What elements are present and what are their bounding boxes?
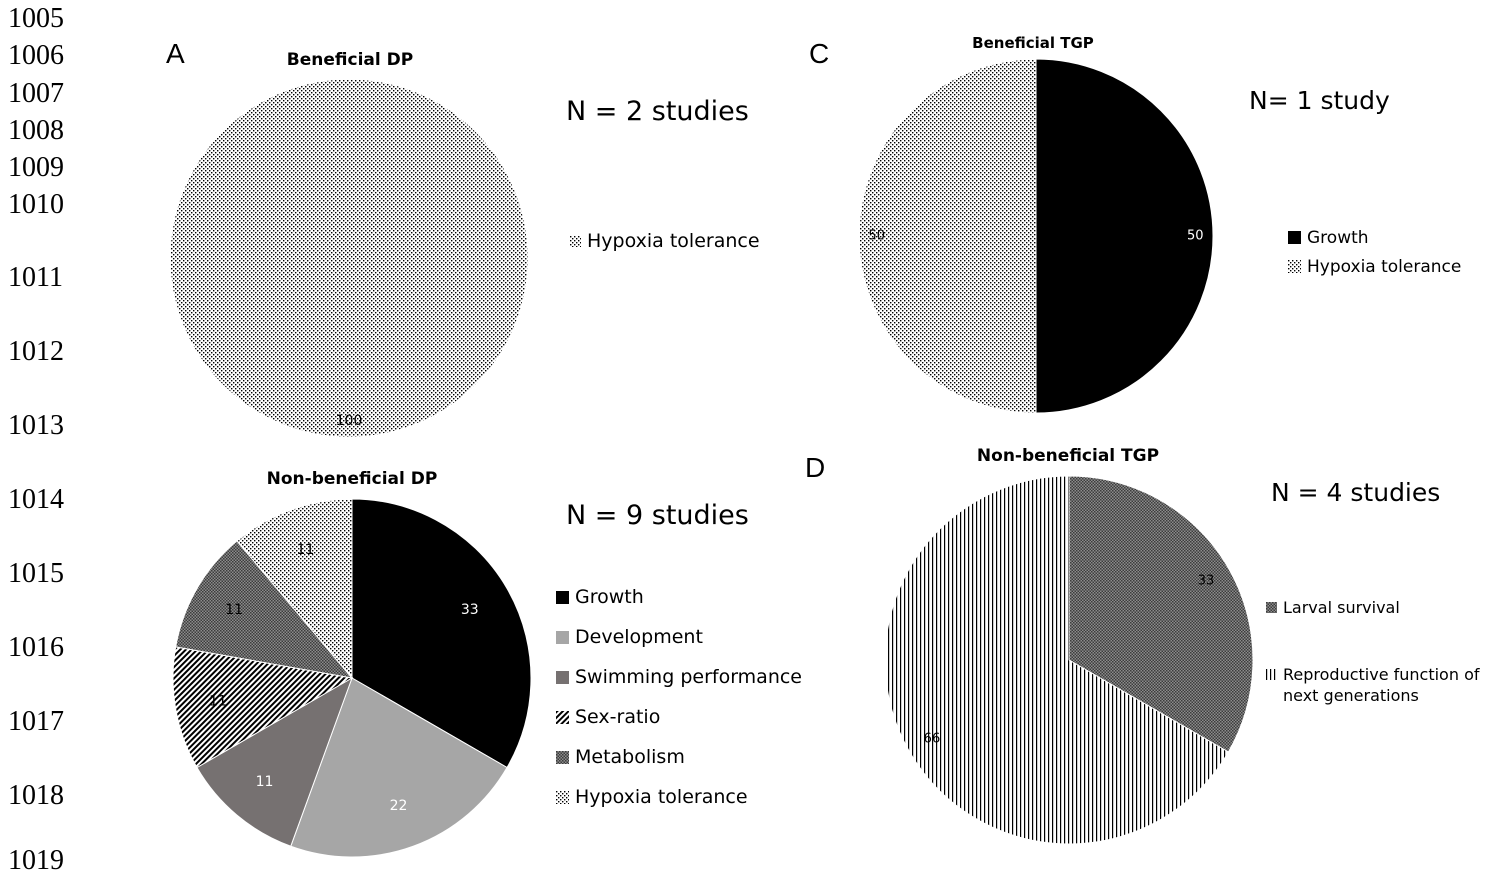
legend-label: Reproductive function of next generation… bbox=[1283, 664, 1480, 705]
data-label-growth: 50 bbox=[1187, 229, 1204, 244]
legend-item-growth: Growth bbox=[1288, 228, 1461, 248]
legend-d: Larval survival Reproductive function of … bbox=[1266, 598, 1493, 752]
chart-title-non-beneficial-tgp: Non-beneficial TGP bbox=[976, 446, 1160, 466]
legend-swatch-sex-ratio bbox=[556, 711, 569, 724]
legend-swatch-hypoxia-tolerance bbox=[1288, 260, 1301, 273]
line-number: 1012 bbox=[8, 336, 64, 367]
legend-swatch-reproductive-function-of-next-generations bbox=[1266, 668, 1277, 680]
pie-slice-swimming-performance bbox=[196, 676, 353, 847]
legend-label: Development bbox=[575, 626, 703, 648]
line-number: 1019 bbox=[8, 845, 64, 876]
line-number: 1013 bbox=[8, 410, 64, 441]
legend-item-sex-ratio: Sex-ratio bbox=[556, 706, 802, 728]
legend-label: Hypoxia tolerance bbox=[575, 786, 748, 808]
n-studies-label-b: N = 9 studies bbox=[566, 500, 749, 531]
pie-chart-beneficial-dp: 100 bbox=[169, 78, 529, 438]
line-number: 1009 bbox=[8, 152, 64, 183]
legend-item-reproductive-function-of-next-generations: Reproductive function of next generation… bbox=[1266, 665, 1493, 707]
chart-title-beneficial-dp: Beneficial DP bbox=[286, 50, 414, 70]
legend-item-hypoxia-tolerance: Hypoxia tolerance bbox=[1288, 257, 1461, 277]
legend-item-metabolism: Metabolism bbox=[556, 746, 802, 768]
data-label-growth: 33 bbox=[461, 602, 479, 618]
legend-label: Metabolism bbox=[575, 746, 685, 768]
line-number: 1016 bbox=[8, 632, 64, 663]
legend-item-development: Development bbox=[556, 626, 802, 648]
pie-slice-hypoxia-tolerance bbox=[858, 58, 1037, 414]
line-number: 1008 bbox=[8, 115, 64, 146]
line-number: 1006 bbox=[8, 40, 64, 71]
legend-label: Larval survival bbox=[1283, 598, 1400, 617]
line-number: 1011 bbox=[8, 262, 63, 293]
legend-swatch-development bbox=[556, 631, 569, 644]
data-label-swimming-performance: 11 bbox=[256, 774, 274, 790]
data-label-sex-ratio: 11 bbox=[209, 694, 227, 710]
legend-item-growth: Growth bbox=[556, 586, 802, 608]
legend-label: Hypoxia tolerance bbox=[587, 230, 760, 252]
legend-swatch-hypoxia-tolerance bbox=[556, 791, 569, 804]
line-number: 1014 bbox=[8, 484, 64, 515]
legend-label: Sex-ratio bbox=[575, 706, 661, 728]
line-number: 1007 bbox=[8, 78, 64, 109]
legend-c: Growth Hypoxia tolerance bbox=[1288, 228, 1461, 286]
pie-slice-hypoxia-tolerance bbox=[169, 78, 529, 438]
panel-letter-a: A bbox=[166, 38, 185, 69]
legend-a: Hypoxia tolerance bbox=[570, 230, 760, 252]
legend-swatch-hypoxia-tolerance bbox=[570, 236, 581, 247]
data-label-hypoxia-tolerance: 50 bbox=[868, 229, 885, 244]
legend-item-hypoxia-tolerance: Hypoxia tolerance bbox=[570, 230, 760, 252]
pie-slice-growth bbox=[351, 498, 532, 769]
line-number: 1010 bbox=[8, 189, 64, 220]
legend-swatch-metabolism bbox=[556, 751, 569, 764]
legend-item-swimming-performance: Swimming performance bbox=[556, 666, 802, 688]
panel-letter-d: D bbox=[805, 452, 826, 483]
data-label-hypoxia-tolerance: 100 bbox=[336, 413, 363, 429]
legend-swatch-growth bbox=[556, 591, 569, 604]
n-studies-label-a: N = 2 studies bbox=[566, 96, 749, 127]
legend-swatch-swimming-performance bbox=[556, 671, 569, 684]
line-number: 1017 bbox=[8, 706, 64, 737]
chart-title-beneficial-tgp: Beneficial TGP bbox=[972, 34, 1094, 52]
data-label-hypoxia-tolerance: 11 bbox=[297, 542, 315, 558]
legend-item-hypoxia-tolerance: Hypoxia tolerance bbox=[556, 786, 802, 808]
line-number: 1015 bbox=[8, 558, 64, 589]
pie-slice-reproductive-function-of-next-generations bbox=[884, 475, 1230, 845]
data-label-development: 22 bbox=[390, 798, 408, 814]
legend-swatch-growth bbox=[1288, 231, 1301, 244]
pie-slice-metabolism bbox=[175, 540, 354, 679]
data-label-larval-survival: 33 bbox=[1198, 573, 1215, 588]
pie-slice-sex-ratio bbox=[172, 646, 354, 769]
data-label-reproductive-function-of-next-generations: 66 bbox=[924, 732, 941, 747]
chart-title-non-beneficial-dp: Non-beneficial DP bbox=[266, 469, 438, 489]
legend-label: Hypoxia tolerance bbox=[1307, 257, 1462, 277]
panel-letter-c: C bbox=[809, 38, 830, 69]
line-number: 1005 bbox=[8, 3, 64, 34]
legend-label: Growth bbox=[1307, 228, 1369, 248]
n-studies-label-c: N= 1 study bbox=[1249, 86, 1390, 115]
legend-item-larval-survival: Larval survival bbox=[1266, 598, 1493, 619]
pie-slice-larval-survival bbox=[1068, 475, 1254, 753]
pie-slice-growth bbox=[1035, 58, 1214, 414]
pie-chart-non-beneficial-dp: 33 22 11 11 11 11 bbox=[172, 498, 532, 858]
pie-slice-hypoxia-tolerance bbox=[236, 498, 353, 680]
pie-chart-beneficial-tgp: 50 50 bbox=[858, 58, 1214, 414]
legend-label: Swimming performance bbox=[575, 666, 802, 688]
legend-swatch-larval-survival bbox=[1266, 602, 1277, 613]
legend-label: Growth bbox=[575, 586, 644, 608]
pie-chart-non-beneficial-tgp: 33 66 bbox=[884, 475, 1254, 845]
n-studies-label-d: N = 4 studies bbox=[1271, 478, 1441, 507]
line-number: 1018 bbox=[8, 780, 64, 811]
pie-slice-development bbox=[290, 677, 508, 858]
legend-b: Growth Development Swimming performance Sex… bbox=[556, 586, 802, 826]
data-label-metabolism: 11 bbox=[225, 602, 243, 618]
